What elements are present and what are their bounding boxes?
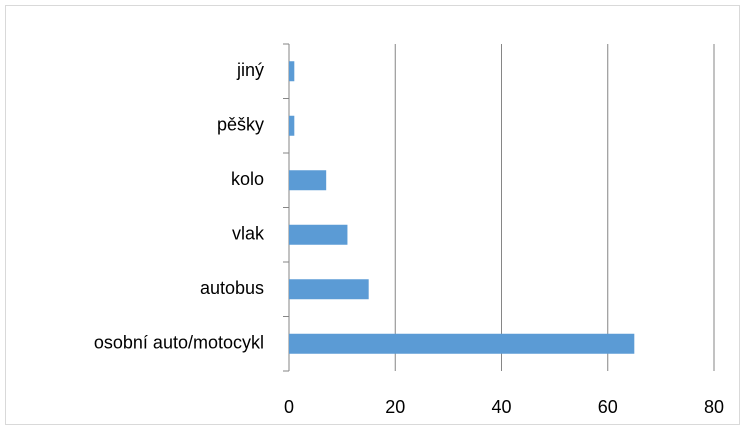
y-tick-label: kolo bbox=[231, 169, 264, 189]
x-tick-label: 80 bbox=[704, 397, 724, 417]
y-tick-label: jiný bbox=[236, 60, 264, 80]
chart-border bbox=[5, 5, 740, 425]
x-tick-label: 60 bbox=[598, 397, 618, 417]
y-tick-label: osobní auto/motocykl bbox=[94, 333, 264, 353]
x-tick-label: 40 bbox=[491, 397, 511, 417]
bar bbox=[289, 279, 369, 300]
bar bbox=[289, 170, 327, 191]
y-tick-label: autobus bbox=[200, 278, 264, 298]
bar bbox=[289, 115, 295, 136]
bar bbox=[289, 224, 348, 245]
x-tick-label: 20 bbox=[385, 397, 405, 417]
bar bbox=[289, 61, 295, 82]
y-tick-label: pěšky bbox=[217, 115, 264, 135]
y-tick-label: vlak bbox=[232, 224, 265, 244]
bar bbox=[289, 333, 635, 354]
x-tick-label: 0 bbox=[284, 397, 294, 417]
